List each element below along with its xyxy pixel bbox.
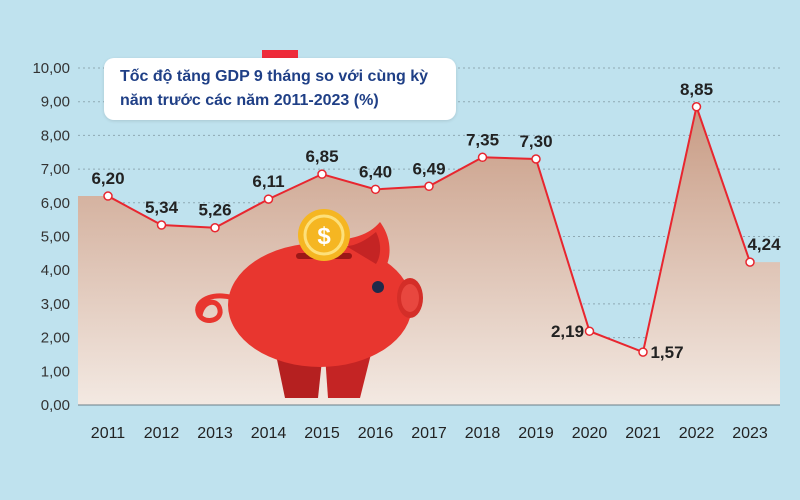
x-tick-label: 2015 <box>304 425 340 442</box>
data-label: 6,85 <box>305 147 338 166</box>
x-tick-label: 2020 <box>572 425 608 442</box>
svg-text:$: $ <box>317 223 331 250</box>
y-tick-label: 5,00 <box>41 229 70 246</box>
x-tick-label: 2012 <box>144 425 180 442</box>
data-label: 6,49 <box>412 159 445 178</box>
y-tick-label: 2,00 <box>41 330 70 347</box>
y-tick-label: 7,00 <box>41 161 70 178</box>
data-point <box>210 222 220 233</box>
x-tick-label: 2011 <box>91 425 126 442</box>
data-point <box>691 102 702 112</box>
x-tick-label: 2019 <box>518 425 554 442</box>
chart-title: Tốc độ tăng GDP 9 tháng so với cùng kỳ n… <box>104 58 456 120</box>
data-point <box>263 194 274 204</box>
data-label: 5,34 <box>145 198 179 217</box>
data-label: 7,30 <box>519 132 552 151</box>
data-label: 6,20 <box>91 169 124 188</box>
data-point <box>103 191 113 201</box>
data-label: 6,11 <box>252 172 284 191</box>
x-tick-label: 2021 <box>625 425 661 442</box>
y-tick-label: 10,00 <box>32 60 70 77</box>
data-label: 5,26 <box>198 201 231 220</box>
y-axis: 0,00 1,00 2,00 3,00 4,00 5,00 6,00 7,00 8,00 9,00… <box>32 60 70 414</box>
data-label: 2,19 <box>551 322 584 341</box>
y-tick-label: 4,00 <box>41 262 70 279</box>
x-tick-label: 2022 <box>679 425 715 442</box>
data-point <box>317 169 327 179</box>
x-tick-label: 2018 <box>465 425 501 442</box>
x-axis: 2011 2012 2013 2014 2015 2016 2017 2018 2019 2020… <box>91 425 768 442</box>
chart-title-line-2: năm trước các năm 2011-2023 (%) <box>120 92 379 109</box>
y-tick-label: 3,00 <box>41 296 70 313</box>
x-tick-label: 2016 <box>358 425 394 442</box>
x-tick-label: 2017 <box>411 425 447 442</box>
data-label: 8,85 <box>680 80 713 99</box>
data-point <box>745 257 755 267</box>
y-tick-label: 8,00 <box>41 127 70 144</box>
data-label: 7,35 <box>466 130 499 149</box>
chart-title-line-1: Tốc độ tăng GDP 9 tháng so với cùng kỳ <box>120 68 429 85</box>
y-tick-label: 0,00 <box>41 397 70 414</box>
y-tick-label: 9,00 <box>41 94 70 111</box>
dollar-coin-icon: $ <box>298 209 350 261</box>
x-tick-label: 2014 <box>251 425 287 442</box>
x-tick-label: 2013 <box>197 425 233 442</box>
y-tick-label: 6,00 <box>41 195 70 212</box>
data-label: 6,40 <box>359 162 392 181</box>
data-label: 4,24 <box>747 235 781 254</box>
data-point <box>477 152 488 163</box>
data-point <box>584 326 595 336</box>
x-tick-label: 2023 <box>732 425 768 442</box>
data-point <box>156 220 167 230</box>
data-point <box>531 154 541 164</box>
y-tick-label: 1,00 <box>41 363 70 380</box>
data-point <box>424 181 434 192</box>
data-label: 1,57 <box>650 343 683 362</box>
data-point <box>370 184 381 195</box>
data-points <box>103 102 755 357</box>
data-point <box>638 347 648 357</box>
data-labels: 6,20 5,34 5,26 6,11 6,85 6,40 6,49 7,35 7,30 2,19… <box>91 80 781 362</box>
piggy-bank-icon <box>195 222 423 398</box>
